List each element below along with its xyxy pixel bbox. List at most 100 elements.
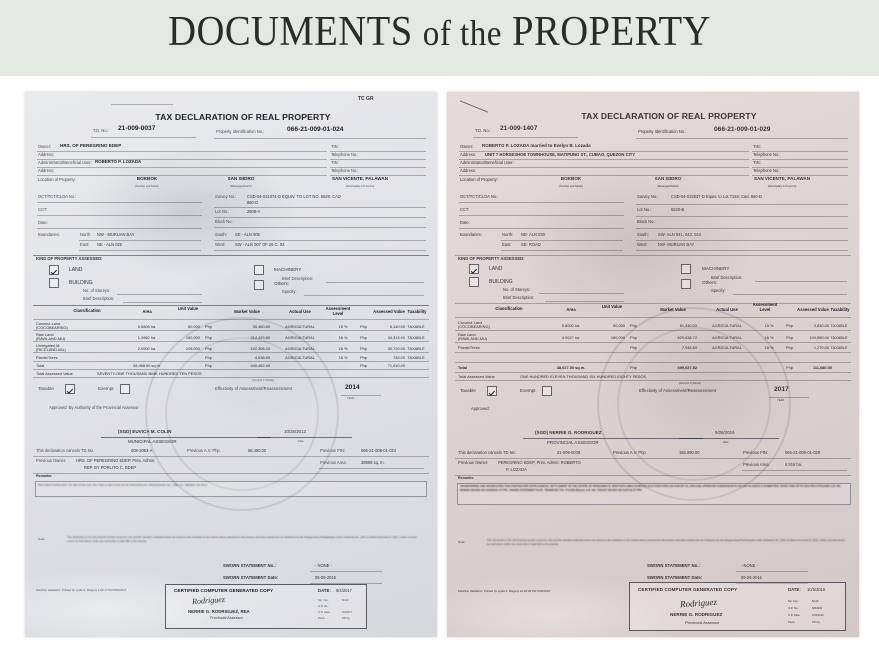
col-market-value: Market Value bbox=[234, 309, 260, 314]
checkbox-others[interactable] bbox=[681, 279, 691, 289]
admin-address-label: Address: bbox=[460, 168, 477, 173]
cell-taxability: TAXABLE bbox=[407, 335, 425, 340]
label-storeys: No. of Storeys: bbox=[503, 287, 531, 292]
prev-owner-value: PEREGRINO EDEP, Prev. Admin: ROBERTO bbox=[498, 460, 581, 465]
kind-of-property-label: KIND OF PROPERTY ASSESSED: bbox=[458, 256, 525, 261]
fee-value-1: 6814946 bbox=[812, 607, 823, 610]
checkbox-others[interactable] bbox=[254, 280, 264, 290]
approved-date: 10/25/2013 bbox=[284, 429, 306, 434]
east-value: NE - ALN 025 bbox=[97, 242, 123, 247]
prev-owner-value: HRS. OF PEREGRINO EDEP, Prev. Admin: bbox=[76, 458, 156, 463]
cert-date-label: DATE: bbox=[788, 587, 801, 592]
west-value: SW - ALN 007 OF 28 C. 93 bbox=[235, 242, 285, 247]
doc-title: TAX DECLARATION OF REAL PROPERTY bbox=[155, 112, 331, 122]
cert-date-value: 9/4/2017 bbox=[336, 588, 352, 593]
total-label: Total bbox=[36, 363, 45, 368]
survey-value: CSD-04-021074-D EQUIV. TO LOT NO. 6529, … bbox=[247, 194, 341, 199]
cell-actual-use: AGRICULTURAL bbox=[285, 346, 315, 351]
survey-label: Survey No.: bbox=[637, 194, 659, 199]
prev-area-label: Previous Area: bbox=[320, 460, 347, 465]
block-label: Block No.: bbox=[215, 219, 234, 224]
telephone-label-2: Telephone No.: bbox=[753, 168, 781, 173]
cell-area: 0.8000 ha. bbox=[561, 323, 581, 328]
boundaries-label: Boundaries: bbox=[38, 232, 60, 237]
machine-validation: Machine Validation: Printed by Lydia S. … bbox=[458, 589, 550, 593]
label-storeys: No. of Storeys: bbox=[83, 288, 111, 293]
label-specify: Specify: bbox=[282, 289, 297, 294]
prev-area-value: 6.916 ha. bbox=[785, 462, 803, 467]
assessor-title: MUNICIPAL ASSESSOR bbox=[128, 439, 177, 444]
west-value: NW- MURUAN BAY bbox=[658, 242, 695, 247]
cell-level: 16 % bbox=[338, 346, 348, 351]
checkbox-machinery[interactable] bbox=[254, 265, 264, 275]
cell-actual-use: AGRICULTURAL bbox=[285, 355, 315, 360]
cell-classification: Coconut Land bbox=[36, 321, 61, 326]
page-header-banner: DOCUMENTS of the PROPERTY bbox=[0, 0, 879, 76]
date-label: Date: bbox=[460, 220, 470, 225]
total-assessed-number: 71,910.00 bbox=[387, 363, 405, 368]
fee-label-1: O.R. No.: bbox=[788, 607, 799, 610]
checkbox-machinery[interactable] bbox=[681, 264, 691, 274]
lot-value: 6530-B bbox=[671, 207, 685, 212]
document-left-sheet: TC GR TAX DECLARATION OF REAL PROPERTY T… bbox=[25, 92, 437, 637]
document-right-tax-declaration[interactable]: TAX DECLARATION OF REAL PROPERTY T.D. No… bbox=[447, 92, 859, 637]
admin-value: ROBERTO P. LOZADA bbox=[95, 159, 142, 164]
col-area: Area bbox=[566, 307, 576, 312]
remarks-label: Remarks: bbox=[36, 474, 53, 478]
cell-assessed-value: 740.00 bbox=[393, 355, 405, 360]
cell-assessed-value: 6,140.00 bbox=[389, 324, 405, 329]
checkbox-building[interactable] bbox=[49, 278, 59, 288]
cell-taxability: TAXABLE bbox=[407, 355, 425, 360]
cert-title: CERTIFIED COMPUTER GENERATED COPY bbox=[174, 588, 274, 593]
cell-area: 0.5808 ha. bbox=[137, 324, 157, 329]
col-assessed-value: Assessed Value bbox=[373, 309, 405, 314]
cell-unit-value: 160,000 bbox=[610, 335, 625, 340]
checkbox-taxable[interactable] bbox=[487, 386, 497, 396]
total-php: Php bbox=[630, 365, 637, 370]
remarks-text: TRANSFERRED AND SEGREGATED THIS PORTION … bbox=[460, 485, 841, 492]
checkbox-exempt[interactable] bbox=[542, 386, 552, 396]
fee-label-2: O.R. Date: bbox=[788, 614, 801, 617]
year-caption: YEAR bbox=[347, 397, 355, 400]
assessor-title: PROVINCIAL ASSESSOR bbox=[547, 440, 599, 445]
location-barangay-caption: (Barangay/District) bbox=[230, 185, 252, 188]
cell-php-2: Php bbox=[360, 346, 367, 351]
cell-taxability: TAXABLE bbox=[407, 346, 425, 351]
date-label: Date: bbox=[38, 220, 48, 225]
cert-date-value: 10/6/2016 bbox=[807, 587, 826, 592]
approved-label: Approved: By Authority of the Provincial… bbox=[49, 405, 139, 410]
prev-area-value: 38968 sq. m. bbox=[361, 460, 385, 465]
cert-date-label: DATE: bbox=[318, 588, 331, 593]
total-assessed-number: 111,680.00 bbox=[812, 365, 832, 370]
approved-date: 9/26/2016 bbox=[715, 430, 735, 435]
fee-value-3: PPCity bbox=[812, 621, 820, 624]
fee-value-2: 9/4/2017 bbox=[342, 611, 353, 614]
pin-label: Property Identification No.: bbox=[216, 129, 265, 134]
cell-php-1: Php bbox=[630, 323, 637, 328]
checkbox-exempt[interactable] bbox=[120, 384, 130, 394]
cell-php-2: Php bbox=[786, 345, 793, 350]
col-unit-value: Unit Value bbox=[601, 304, 623, 309]
document-left-tax-declaration[interactable]: TC GR TAX DECLARATION OF REAL PROPERTY T… bbox=[25, 92, 437, 637]
telephone-label-1: Telephone No.: bbox=[753, 152, 781, 157]
checkbox-land[interactable] bbox=[49, 265, 59, 275]
cell-php-2: Php bbox=[786, 323, 793, 328]
location-street: BOKBOK bbox=[136, 176, 158, 181]
fee-label-2: O.R. Date: bbox=[318, 611, 331, 614]
cell-level: 15 % bbox=[338, 324, 348, 329]
south-value: SE - ALN 005 bbox=[235, 232, 260, 237]
effectivity-year: 2014 bbox=[345, 384, 360, 391]
td-no-label: T.D. No.: bbox=[93, 128, 109, 133]
checkbox-building[interactable] bbox=[469, 277, 479, 287]
cell-actual-use: AGRICULTURAL bbox=[285, 335, 315, 340]
pin-label: Property Identification No.: bbox=[638, 129, 687, 134]
remarks-box bbox=[457, 483, 851, 505]
kind-of-property-label: KIND OF PROPERTY ASSESSED: bbox=[36, 256, 103, 261]
cell-classification: Plants/Trees bbox=[36, 355, 58, 360]
survey-label: Survey No.: bbox=[215, 194, 237, 199]
prev-pin-value: 066-21-009-01-029 bbox=[785, 450, 821, 455]
checkbox-taxable[interactable] bbox=[65, 384, 75, 394]
tin-label-2: TIN: bbox=[753, 160, 761, 165]
checkbox-land[interactable] bbox=[469, 264, 479, 274]
fee-value-3: PPCity bbox=[342, 617, 350, 620]
